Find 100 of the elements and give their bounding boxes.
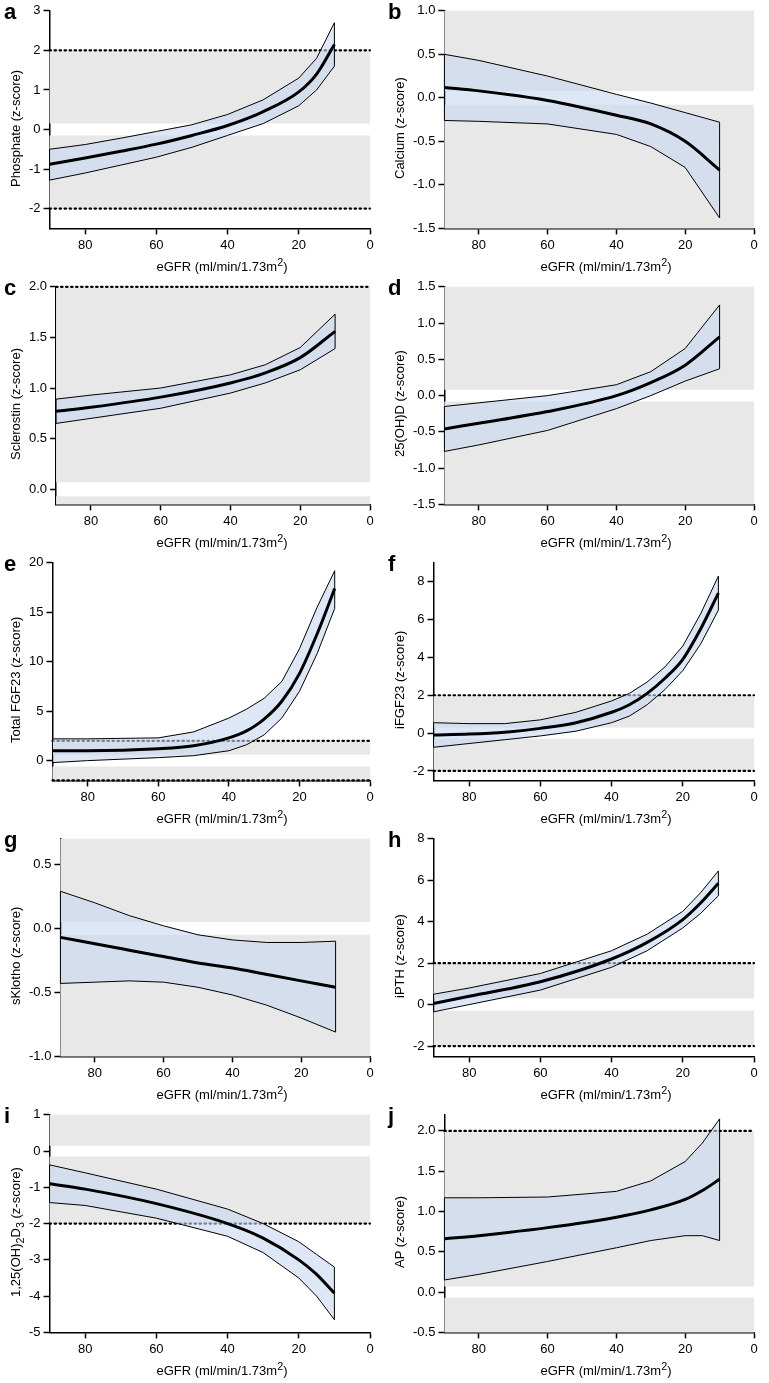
x-tick-label: 60: [151, 788, 166, 804]
x-axis-title: eGFR (ml/min/1.73m$^{2}$): [539, 531, 673, 550]
y-tick-label: 2: [417, 686, 425, 702]
y-tick-label: 3: [33, 2, 41, 18]
y-tick-label: 1.0: [417, 314, 436, 330]
x-tick-label: 60: [533, 1064, 548, 1080]
y-tick-label: -1.5: [412, 219, 436, 235]
x-tick-label: 40: [225, 1064, 240, 1080]
x-tick-label: 0: [366, 512, 374, 528]
y-tick-label: -5: [29, 1323, 41, 1339]
x-tick-label: 20: [675, 1064, 691, 1080]
y-tick-label: 10: [28, 653, 44, 669]
y-tick-label: 15: [28, 603, 44, 619]
x-tick-label: 0: [750, 236, 758, 252]
y-tick-label: 0: [33, 121, 41, 137]
x-tick-label: 60: [156, 1064, 171, 1080]
y-tick-label: -2: [413, 762, 425, 778]
y-tick-label: 1.5: [417, 1162, 436, 1178]
y-tick-label: 4: [417, 913, 425, 929]
chart-title: e: [4, 551, 17, 576]
x-tick-label: 20: [677, 512, 693, 528]
x-tick-label: 80: [471, 512, 487, 528]
x-tick-label: 80: [461, 1064, 477, 1080]
y-tick-label: 2: [417, 954, 425, 970]
y-tick-label: 0.0: [417, 1283, 436, 1299]
chart-title: i: [4, 1103, 11, 1128]
y-tick-label: 0: [417, 724, 425, 740]
chart-title: c: [4, 275, 17, 300]
y-tick-label: -1: [29, 160, 41, 176]
y-tick-label: 0.0: [28, 480, 48, 496]
x-tick-label: 0: [750, 1340, 758, 1356]
x-tick-label: 20: [292, 788, 307, 804]
y-tick-label: 1.5: [417, 278, 436, 294]
y-tick-label: 1.0: [417, 2, 436, 18]
y-axis-title: iPTH (z-score): [392, 913, 407, 1000]
x-tick-label: 80: [87, 1064, 103, 1080]
y-tick-label: 1: [33, 1106, 41, 1122]
x-tick-label: 0: [366, 788, 374, 804]
y-tick-label: 2.0: [28, 278, 48, 294]
y-tick-label: -1.0: [412, 176, 436, 192]
x-axis-title: eGFR (ml/min/1.73m$^{2}$): [155, 255, 289, 274]
y-tick-label: 0.5: [33, 855, 52, 871]
y-tick-label: -3: [29, 1251, 41, 1267]
y-tick-label: 1.5: [28, 328, 48, 344]
y-tick-label: -2: [29, 1215, 41, 1231]
chart-title: f: [388, 551, 396, 576]
x-tick-label: 40: [604, 1064, 619, 1080]
y-tick-label: 0.5: [417, 45, 436, 61]
x-tick-label: 60: [540, 512, 555, 528]
x-axis-title: eGFR (ml/min/1.73m$^{2}$): [155, 1083, 289, 1102]
y-tick-label: -1.5: [412, 495, 436, 511]
y-tick-label: 1.0: [28, 379, 48, 395]
x-tick-label: 40: [609, 236, 624, 252]
y-tick-label: 2: [33, 41, 41, 57]
line-series: [444, 85, 722, 172]
y-axis-title: Total FGF23 (z-score): [8, 615, 23, 746]
y-tick-label: -2: [29, 200, 41, 216]
y-tick-label: 20: [28, 554, 44, 570]
x-tick-label: 60: [540, 1340, 555, 1356]
x-tick-label: 0: [750, 1064, 758, 1080]
x-axis-title: eGFR (ml/min/1.73m$^{2}$): [539, 255, 673, 274]
y-tick-label: 0.0: [417, 89, 436, 105]
x-tick-label: 40: [221, 788, 237, 804]
x-tick-label: 40: [609, 1340, 624, 1356]
y-axis-title: Phosphate (z-score): [8, 68, 23, 189]
y-tick-label: -0.5: [28, 983, 52, 999]
y-tick-label: 5: [36, 702, 44, 718]
y-tick-label: -0.5: [412, 423, 436, 439]
y-tick-label: 1.0: [417, 1203, 436, 1219]
x-tick-label: 80: [77, 1340, 93, 1356]
x-tick-label: 60: [540, 236, 555, 252]
y-tick-label: 2.0: [417, 1122, 436, 1138]
x-tick-label: 80: [77, 236, 93, 252]
y-tick-label: 0.5: [28, 430, 48, 446]
y-tick-label: -1.0: [412, 459, 436, 475]
x-tick-label: 20: [293, 512, 308, 528]
x-tick-label: 0: [750, 512, 758, 528]
y-tick-label: 4: [417, 648, 425, 664]
x-axis-title: eGFR (ml/min/1.73m$^{2}$): [155, 1359, 289, 1378]
x-tick-label: 20: [291, 1340, 307, 1356]
x-tick-label: 40: [220, 236, 235, 252]
chart-title: j: [388, 1103, 395, 1128]
x-axis-title: eGFR (ml/min/1.73m$^{2}$): [539, 1359, 673, 1378]
x-tick-label: 40: [609, 512, 624, 528]
x-tick-label: 0: [366, 236, 374, 252]
x-tick-label: 40: [604, 788, 619, 804]
y-tick-label: -1.0: [28, 1047, 52, 1063]
y-tick-label: 0: [36, 752, 44, 768]
line-series: [444, 1177, 722, 1241]
y-axis-title: sKlotho (z-score): [8, 905, 23, 1008]
x-tick-label: 0: [750, 788, 758, 804]
y-axis-title: 25(OH)D (z-score): [392, 349, 407, 460]
x-tick-label: 60: [153, 512, 168, 528]
y-tick-label: 8: [417, 830, 425, 846]
x-tick-label: 40: [220, 1340, 235, 1356]
y-axis-title: iFGF23 (z-score): [392, 629, 407, 732]
chart-title: g: [4, 827, 18, 852]
y-axis-title: Calcium (z-score): [392, 76, 407, 181]
y-tick-label: 0.5: [417, 1243, 436, 1259]
x-axis-title: eGFR (ml/min/1.73m$^{2}$): [155, 807, 289, 826]
